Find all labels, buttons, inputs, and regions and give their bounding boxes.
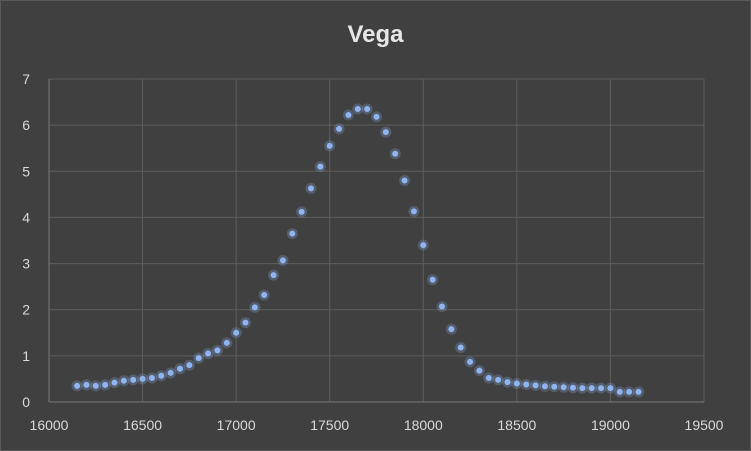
- x-tick-label: 19000: [591, 417, 630, 433]
- axis-layer: [48, 79, 704, 403]
- data-point: [476, 367, 483, 374]
- data-point: [92, 382, 99, 389]
- data-point: [336, 125, 343, 132]
- data-point: [588, 385, 595, 392]
- data-point: [541, 383, 548, 390]
- y-tick-label: 6: [22, 117, 30, 133]
- data-point: [214, 347, 221, 354]
- x-tick-label: 18500: [497, 417, 536, 433]
- data-point: [233, 329, 240, 336]
- data-point: [242, 319, 249, 326]
- data-point: [289, 230, 296, 237]
- data-point: [579, 385, 586, 392]
- data-point: [392, 150, 399, 157]
- data-point: [504, 379, 511, 386]
- data-point: [326, 142, 333, 149]
- data-point: [598, 385, 605, 392]
- x-tick-label: 17500: [310, 417, 349, 433]
- data-point: [261, 291, 268, 298]
- data-point: [195, 355, 202, 362]
- data-point: [420, 242, 427, 249]
- data-point: [635, 388, 642, 395]
- data-point: [251, 304, 258, 311]
- y-tick-label: 3: [22, 256, 30, 272]
- y-tick-label: 4: [22, 209, 30, 225]
- y-tick-label: 2: [22, 302, 30, 318]
- x-tick-label: 16500: [123, 417, 162, 433]
- data-point: [111, 379, 118, 386]
- data-point: [223, 339, 230, 346]
- x-tick-label: 18000: [404, 417, 443, 433]
- data-point: [102, 381, 109, 388]
- data-point: [410, 208, 417, 215]
- data-point: [177, 365, 183, 372]
- data-point: [626, 388, 633, 395]
- data-point: [429, 276, 436, 283]
- y-tick-label: 0: [22, 394, 30, 410]
- tick-label-layer: 16000 16500 17000 17500 18000 18500 19000 19500…: [22, 71, 723, 433]
- data-point: [570, 384, 576, 391]
- data-point: [120, 377, 127, 384]
- x-tick-label: 19500: [685, 417, 724, 433]
- x-tick-label: 17000: [217, 417, 256, 433]
- data-point: [532, 382, 539, 389]
- data-point: [607, 385, 614, 392]
- y-tick-label: 7: [22, 71, 30, 87]
- data-point: [439, 303, 445, 310]
- data-point: [448, 326, 455, 333]
- data-point: [83, 381, 90, 388]
- data-point: [354, 105, 361, 112]
- data-point: [74, 382, 81, 389]
- data-point: [298, 208, 305, 215]
- data-point: [270, 272, 277, 279]
- data-point: [139, 375, 146, 382]
- data-point: [167, 369, 174, 376]
- data-point: [551, 383, 558, 390]
- data-point: [279, 257, 286, 264]
- data-point-layer: [71, 103, 644, 398]
- data-point: [382, 129, 389, 136]
- data-point: [317, 163, 324, 170]
- data-point: [345, 111, 352, 118]
- y-tick-label: 1: [22, 348, 30, 364]
- chart-title: Vega: [347, 21, 404, 48]
- data-point: [523, 381, 530, 388]
- data-point: [373, 113, 380, 120]
- data-point: [513, 380, 520, 387]
- x-tick-label: 16000: [30, 417, 69, 433]
- data-point: [495, 376, 502, 383]
- data-point: [205, 350, 212, 357]
- data-point: [364, 105, 371, 112]
- data-point: [186, 362, 193, 369]
- y-tick-label: 5: [22, 163, 30, 179]
- data-point: [401, 177, 408, 184]
- data-point: [158, 372, 165, 379]
- data-point: [148, 375, 155, 382]
- data-point: [467, 358, 474, 365]
- data-point: [560, 384, 567, 391]
- data-point: [457, 344, 464, 351]
- data-point: [308, 185, 314, 192]
- data-point: [485, 375, 492, 382]
- grid-layer: [49, 78, 705, 402]
- data-point: [130, 376, 137, 383]
- data-point: [616, 388, 623, 395]
